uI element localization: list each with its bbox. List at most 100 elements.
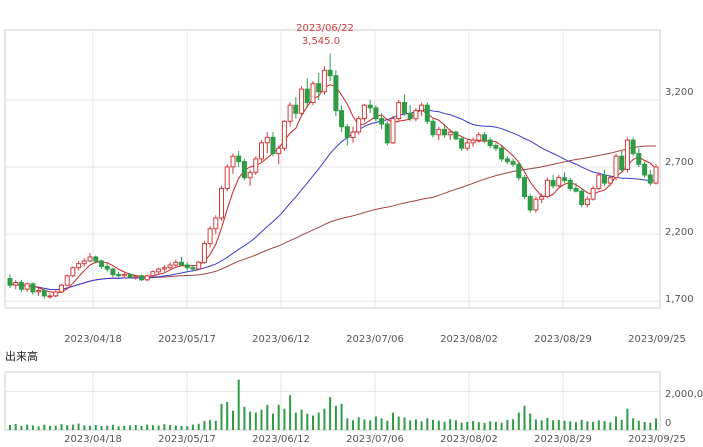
volume-bar (363, 419, 366, 430)
volume-bar (414, 419, 417, 430)
candle-body (76, 263, 82, 269)
price-panel: 3,200 2,700 2,200 1,700 2023/06/22 3,545… (4, 23, 694, 309)
volume-bar (580, 419, 583, 430)
volume-bar (312, 415, 314, 430)
candle-body (36, 290, 42, 293)
volume-panel: 2,000,00 0 (4, 371, 703, 431)
candle-body (276, 147, 282, 155)
volume-bar (89, 425, 91, 430)
candle-body (70, 267, 76, 277)
candle-body (264, 136, 270, 144)
volume-bar (392, 412, 394, 430)
candle-body (87, 256, 93, 262)
candle-body (379, 118, 385, 125)
candle-body (150, 271, 156, 277)
candle-body (184, 264, 190, 269)
volume-bar (472, 421, 475, 430)
candle-body (436, 128, 442, 136)
candle-body (281, 120, 287, 149)
volume-bar (569, 421, 572, 430)
volume-bar (283, 408, 286, 430)
candle-body (241, 161, 247, 179)
volume-bar (20, 425, 23, 430)
candle-body (327, 69, 333, 77)
volume-bar (477, 422, 480, 430)
volume-bar (563, 420, 566, 430)
volume-bar (100, 426, 103, 430)
volume-y-tick-label: 2,000,00 (665, 389, 703, 400)
y-tick-label: 2,700 (665, 157, 694, 168)
candle-body (402, 102, 407, 114)
candle-body (419, 104, 425, 112)
candle-body (384, 123, 390, 144)
volume-bar (449, 419, 452, 430)
candle-body (470, 139, 476, 144)
volume-bar (512, 419, 515, 430)
candle-body (510, 161, 516, 165)
volume-bar (352, 420, 354, 430)
x-tick-label: 2023/04/18 (64, 334, 122, 345)
volume-bar (517, 412, 520, 430)
candle-body (93, 256, 99, 262)
volume-bar (506, 419, 509, 430)
candle-body (224, 166, 230, 189)
candle-body (99, 260, 104, 267)
candle-body (613, 155, 619, 179)
x-tick-label: 2023/06/12 (252, 434, 310, 445)
candle-body (259, 142, 264, 160)
candle-body (396, 102, 402, 120)
volume-bar (163, 424, 166, 430)
volume-bar (500, 422, 503, 430)
candle-body (310, 83, 316, 103)
peak-date-annotation: 2023/06/22 (296, 23, 354, 34)
candle-body (482, 134, 487, 141)
candle-body (544, 179, 550, 197)
volume-bar (592, 421, 595, 430)
volume-bar (643, 421, 646, 430)
volume-bar (289, 395, 292, 430)
volume-bar (346, 418, 349, 430)
volume-bar (632, 418, 635, 430)
candle-body (453, 131, 459, 140)
candle-body (321, 69, 327, 93)
candle-body (522, 177, 527, 197)
candle-body (653, 166, 659, 184)
candle-body (390, 118, 396, 144)
candle-body (144, 275, 150, 281)
candle-body (487, 139, 493, 147)
volume-bar (277, 404, 280, 430)
candle-body (356, 118, 362, 133)
volume-bar (117, 426, 120, 430)
volume-bar (191, 424, 194, 430)
x-tick-label: 2023/07/06 (346, 434, 404, 445)
candle-body (430, 120, 436, 136)
volume-bar (380, 418, 383, 430)
candle-body (230, 155, 236, 168)
volume-bar (466, 421, 469, 430)
volume-bar (169, 425, 172, 430)
volume-bar (203, 420, 206, 430)
x-tick-label: 2023/07/06 (346, 334, 404, 345)
candle-body (18, 282, 24, 290)
candle-body (602, 174, 607, 184)
volume-bar (443, 421, 446, 430)
volume-grid (5, 372, 660, 430)
candle-body (116, 273, 122, 277)
candle-body (13, 282, 19, 286)
candle-body (567, 179, 573, 189)
candle-body (121, 273, 127, 277)
volume-bar (529, 413, 532, 430)
volume-bar (49, 425, 51, 430)
volume-bar (294, 412, 297, 430)
candle-body (619, 155, 625, 171)
candle-body (236, 155, 242, 163)
y-tick-label: 2,200 (665, 227, 694, 238)
volume-bar (237, 379, 240, 430)
candle-body (7, 278, 13, 286)
candle-body (459, 138, 465, 149)
candle-body (110, 268, 116, 276)
volume-bar (66, 425, 69, 430)
candle-body (333, 75, 339, 112)
candle-body (476, 134, 482, 141)
x-tick-label: 2023/05/17 (158, 434, 216, 445)
